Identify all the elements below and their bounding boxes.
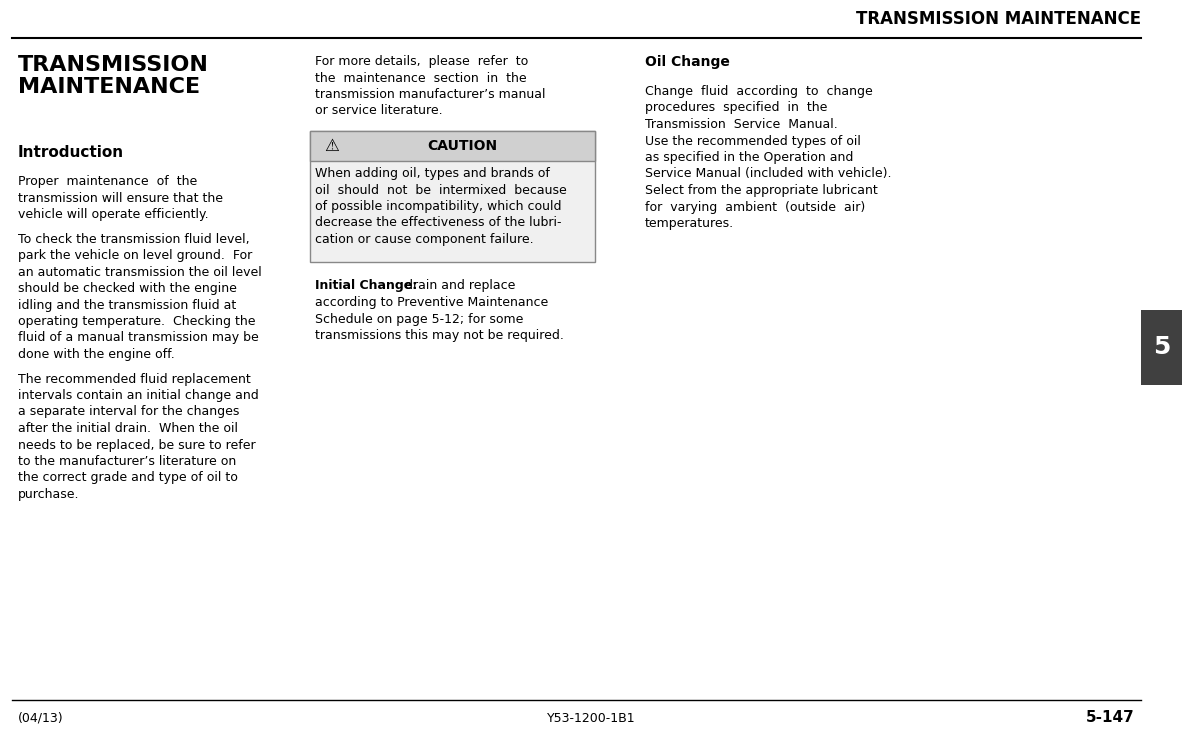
- Text: needs to be replaced, be sure to refer: needs to be replaced, be sure to refer: [18, 438, 255, 452]
- Text: purchase.: purchase.: [18, 488, 79, 501]
- Text: transmission will ensure that the: transmission will ensure that the: [18, 192, 223, 204]
- Bar: [310, 131, 595, 161]
- Text: Change  fluid  according  to  change: Change fluid according to change: [645, 85, 872, 98]
- Text: ⚠: ⚠: [325, 137, 339, 155]
- Text: done with the engine off.: done with the engine off.: [18, 348, 175, 361]
- Text: For more details,  please  refer  to: For more details, please refer to: [314, 55, 528, 68]
- Text: Oil Change: Oil Change: [645, 55, 729, 69]
- Text: Use the recommended types of oil: Use the recommended types of oil: [645, 135, 860, 148]
- Text: decrease the effectiveness of the lubri-: decrease the effectiveness of the lubri-: [314, 217, 561, 230]
- Text: 5: 5: [1152, 335, 1170, 359]
- Text: an automatic transmission the oil level: an automatic transmission the oil level: [18, 266, 261, 278]
- Text: according to Preventive Maintenance: according to Preventive Maintenance: [314, 296, 548, 309]
- Text: Select from the appropriate lubricant: Select from the appropriate lubricant: [645, 184, 878, 197]
- Text: cation or cause component failure.: cation or cause component failure.: [314, 233, 533, 246]
- Text: Service Manual (included with vehicle).: Service Manual (included with vehicle).: [645, 168, 891, 181]
- Text: as specified in the Operation and: as specified in the Operation and: [645, 151, 853, 164]
- Text: (04/13): (04/13): [18, 712, 64, 725]
- Text: TRANSMISSION
MAINTENANCE: TRANSMISSION MAINTENANCE: [18, 55, 209, 97]
- Text: Y53-1200-1B1: Y53-1200-1B1: [547, 712, 635, 725]
- Text: to the manufacturer’s literature on: to the manufacturer’s literature on: [18, 455, 236, 468]
- Text: idling and the transmission fluid at: idling and the transmission fluid at: [18, 299, 236, 312]
- Text: transmission manufacturer’s manual: transmission manufacturer’s manual: [314, 88, 546, 101]
- Text: fluid of a manual transmission may be: fluid of a manual transmission may be: [18, 332, 259, 345]
- Text: after the initial drain.  When the oil: after the initial drain. When the oil: [18, 422, 238, 435]
- Text: or service literature.: or service literature.: [314, 105, 442, 118]
- Text: To check the transmission fluid level,: To check the transmission fluid level,: [18, 233, 249, 245]
- Text: the correct grade and type of oil to: the correct grade and type of oil to: [18, 471, 238, 485]
- Text: Introduction: Introduction: [18, 145, 124, 160]
- Text: The recommended fluid replacement: The recommended fluid replacement: [18, 373, 251, 386]
- Text: When adding oil, types and brands of: When adding oil, types and brands of: [314, 167, 550, 180]
- Bar: [310, 131, 595, 261]
- Text: oil  should  not  be  intermixed  because: oil should not be intermixed because: [314, 184, 566, 196]
- Text: operating temperature.  Checking the: operating temperature. Checking the: [18, 315, 255, 328]
- Text: park the vehicle on level ground.  For: park the vehicle on level ground. For: [18, 249, 252, 262]
- Text: should be checked with the engine: should be checked with the engine: [18, 282, 236, 295]
- Text: Transmission  Service  Manual.: Transmission Service Manual.: [645, 118, 838, 131]
- Text: of possible incompatibility, which could: of possible incompatibility, which could: [314, 200, 561, 213]
- Text: the  maintenance  section  in  the: the maintenance section in the: [314, 72, 527, 84]
- Text: TRANSMISSION MAINTENANCE: TRANSMISSION MAINTENANCE: [856, 10, 1141, 28]
- Text: Schedule on page 5-12; for some: Schedule on page 5-12; for some: [314, 313, 524, 326]
- Text: procedures  specified  in  the: procedures specified in the: [645, 102, 827, 114]
- Text: Proper  maintenance  of  the: Proper maintenance of the: [18, 175, 197, 188]
- Bar: [1141, 310, 1182, 385]
- Text: drain and replace: drain and replace: [397, 280, 515, 293]
- Text: CAUTION: CAUTION: [428, 139, 498, 153]
- Text: temperatures.: temperatures.: [645, 217, 734, 230]
- Text: transmissions this may not be required.: transmissions this may not be required.: [314, 329, 564, 342]
- Text: Initial Change:: Initial Change:: [314, 280, 417, 293]
- Text: a separate interval for the changes: a separate interval for the changes: [18, 406, 240, 419]
- Text: intervals contain an initial change and: intervals contain an initial change and: [18, 389, 259, 402]
- Text: for  varying  ambient  (outside  air): for varying ambient (outside air): [645, 201, 865, 214]
- Text: 5-147: 5-147: [1086, 711, 1135, 725]
- Text: vehicle will operate efficiently.: vehicle will operate efficiently.: [18, 208, 209, 221]
